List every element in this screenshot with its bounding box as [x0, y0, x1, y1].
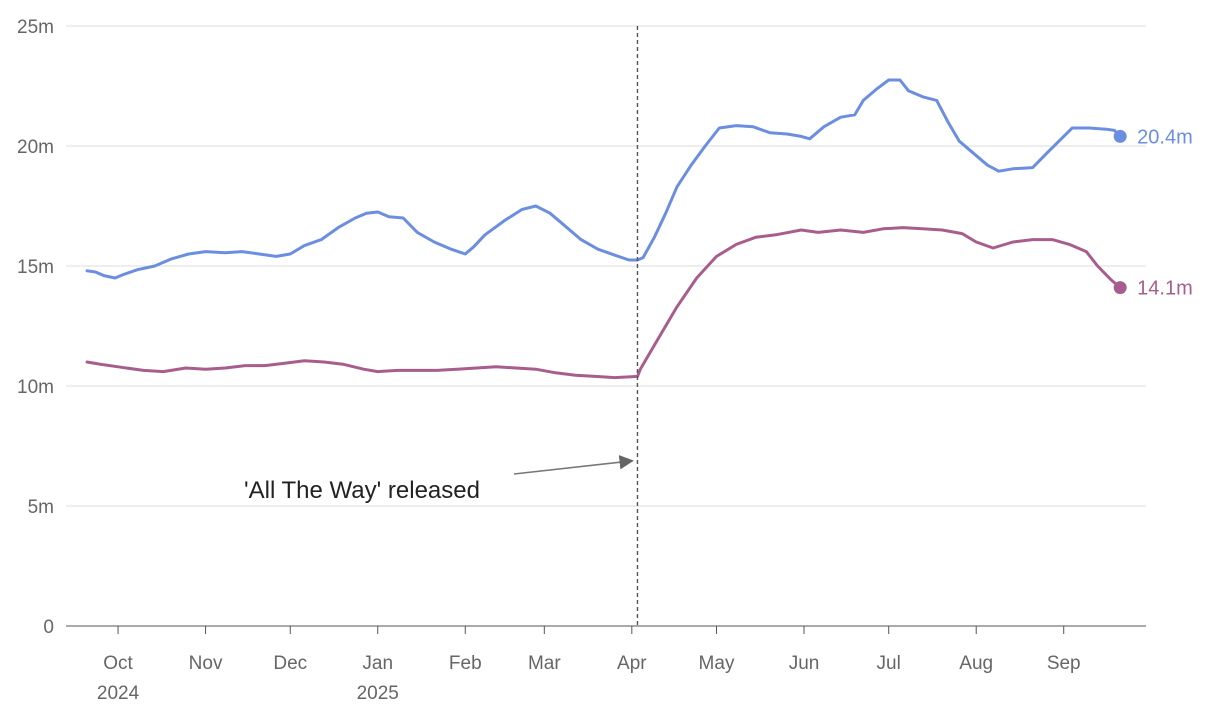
- y-axis-labels: 0 5m 10m 15m 20m 25m: [17, 17, 54, 638]
- y-tick-label: 5m: [28, 497, 54, 518]
- event-label: 'All The Way' released: [244, 477, 480, 504]
- event-annotation: 'All The Way' released: [244, 26, 639, 626]
- x-tick-label: Mar: [528, 653, 561, 674]
- x-tick-label: Jun: [789, 653, 820, 674]
- event-arrow: [513, 455, 634, 475]
- x-tick-label: Feb: [449, 653, 482, 674]
- x-tick-label: Jan: [362, 653, 393, 674]
- series-end-labels: 20.4m 14.1m: [1113, 126, 1193, 300]
- x-tick-label: Apr: [617, 653, 647, 674]
- x-tick-label: May: [699, 653, 735, 674]
- series-end-label-1: 20.4m: [1137, 126, 1193, 148]
- x-tick-label: Sep: [1047, 653, 1081, 674]
- x-axis: Oct 2024 Nov Dec Jan 2025 Feb Mar Apr May Jun Jul Au…: [66, 625, 1146, 704]
- x-tick-year-label: 2025: [357, 683, 399, 704]
- series-end-point-2: [1113, 281, 1127, 295]
- y-tick-label: 0: [43, 617, 54, 638]
- x-tick-label: Dec: [273, 653, 307, 674]
- x-tick-label: Oct: [103, 653, 133, 674]
- x-tick-label: Nov: [189, 653, 223, 674]
- gridlines: [66, 25, 1146, 507]
- series-line-2: [85, 226, 1122, 380]
- series-lines: [85, 78, 1122, 380]
- x-tick-label: Aug: [959, 653, 993, 674]
- y-tick-label: 15m: [17, 257, 54, 278]
- x-tick-label: Jul: [877, 653, 901, 674]
- series-end-point-1: [1113, 129, 1127, 143]
- series-end-label-2: 14.1m: [1137, 278, 1193, 300]
- y-tick-label: 20m: [17, 137, 54, 158]
- y-tick-label: 25m: [17, 17, 54, 38]
- y-tick-label: 10m: [17, 377, 54, 398]
- x-tick-year-label: 2024: [97, 683, 140, 704]
- series-line-1: [85, 78, 1122, 280]
